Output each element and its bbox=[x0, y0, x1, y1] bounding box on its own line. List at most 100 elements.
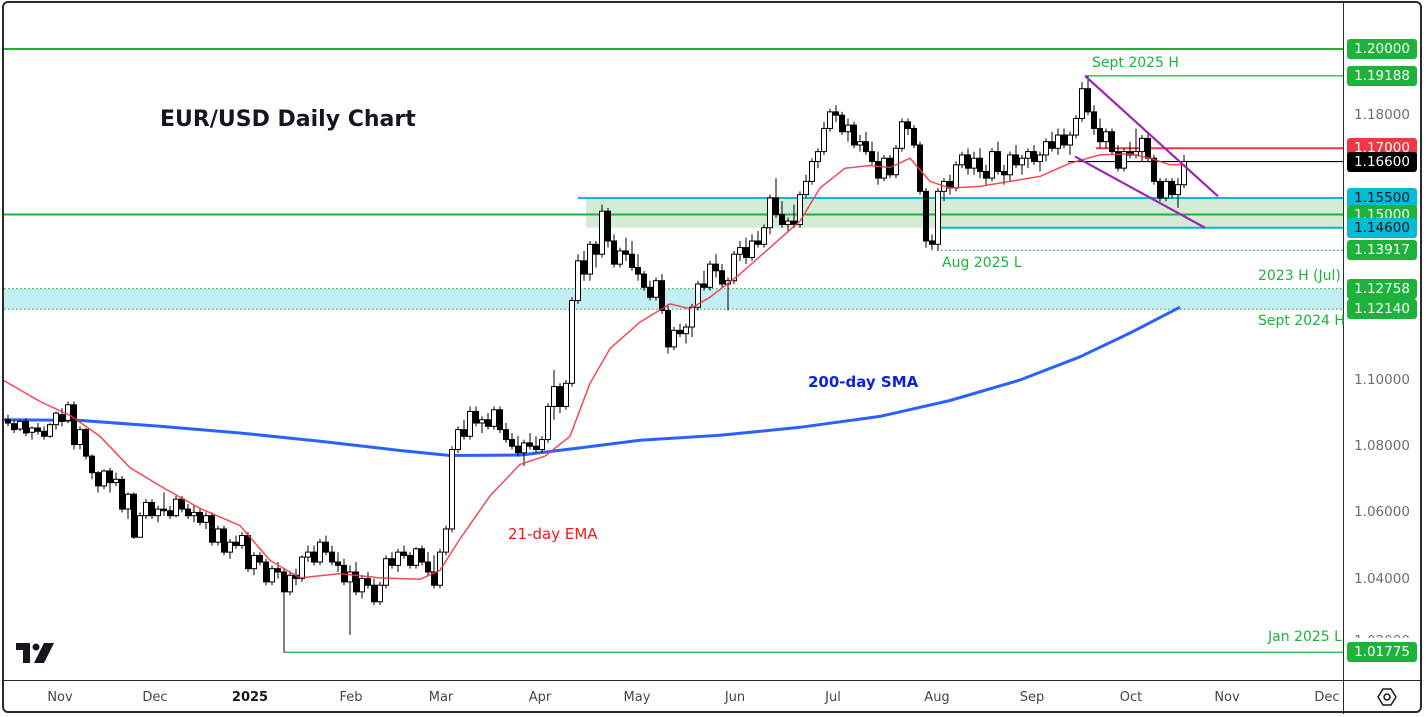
candle-body bbox=[611, 240, 617, 265]
candle-body bbox=[485, 419, 491, 427]
candle-body bbox=[749, 240, 755, 259]
candle-body bbox=[809, 161, 815, 182]
candle-body bbox=[431, 571, 437, 586]
channel-upper-line[interactable] bbox=[1084, 75, 1219, 198]
candle-body bbox=[65, 404, 71, 421]
channel-lower-line[interactable] bbox=[1074, 155, 1206, 229]
annotation-aug-2025-low: Aug 2025 L bbox=[942, 255, 1022, 271]
time-label-dec: Dec bbox=[1314, 690, 1340, 705]
time-axis-divider bbox=[4, 680, 1422, 681]
candle-body bbox=[47, 424, 53, 437]
candle-body bbox=[233, 541, 239, 547]
candle-body bbox=[473, 410, 479, 424]
candle-body bbox=[383, 558, 389, 586]
candle-body bbox=[347, 571, 353, 583]
candle-body bbox=[41, 430, 47, 437]
time-label-2025: 2025 bbox=[231, 690, 269, 705]
candle-body bbox=[281, 571, 287, 593]
candle-body bbox=[497, 409, 503, 431]
candle-body bbox=[143, 501, 149, 517]
candle-body bbox=[311, 551, 317, 563]
candle-body bbox=[1067, 134, 1073, 146]
candle-body bbox=[1169, 180, 1175, 196]
candle-body bbox=[167, 510, 173, 517]
candle-body bbox=[269, 568, 275, 583]
candle-body bbox=[59, 414, 65, 422]
candle-body bbox=[491, 409, 497, 427]
price-label-1-04000: 1.04000 bbox=[1354, 570, 1410, 587]
candle-body bbox=[761, 227, 767, 245]
candle-body bbox=[137, 515, 143, 538]
candle-body bbox=[785, 220, 791, 225]
candle-body bbox=[1007, 154, 1013, 176]
candle-body bbox=[623, 250, 629, 255]
candle-body bbox=[239, 535, 245, 547]
candle-body bbox=[443, 528, 449, 553]
candle-body bbox=[53, 412, 59, 426]
candle-body bbox=[173, 498, 179, 517]
candle-body bbox=[995, 151, 1001, 172]
candle-body bbox=[203, 515, 209, 523]
candle-body bbox=[617, 250, 623, 265]
candle-body bbox=[971, 157, 977, 169]
candle-body bbox=[1175, 184, 1181, 196]
price-label-1-01775: 1.01775 bbox=[1347, 642, 1417, 663]
candle-body bbox=[821, 127, 827, 153]
price-chart-canvas[interactable] bbox=[4, 3, 1343, 680]
candle-body bbox=[329, 551, 335, 563]
candle-body bbox=[245, 535, 251, 570]
candle-body bbox=[1061, 134, 1067, 146]
candle-body bbox=[653, 280, 659, 298]
candle-body bbox=[1139, 137, 1145, 153]
time-label-oct: Oct bbox=[1119, 690, 1143, 705]
time-label-may: May bbox=[623, 690, 651, 705]
candle-body bbox=[521, 442, 527, 454]
candle-body bbox=[737, 247, 743, 255]
candle-body bbox=[425, 561, 431, 573]
price-label-1-12140: 1.12140 bbox=[1347, 299, 1417, 320]
chart-title: EUR/USD Daily Chart bbox=[160, 107, 416, 132]
candle-body bbox=[599, 210, 605, 255]
candle-body bbox=[23, 420, 29, 434]
candle-body bbox=[545, 405, 551, 441]
ema-21-line[interactable] bbox=[4, 153, 1185, 581]
candle-body bbox=[791, 220, 797, 225]
candle-body bbox=[197, 511, 203, 523]
candle-body bbox=[659, 280, 665, 311]
candle-body bbox=[641, 273, 647, 288]
candle-body bbox=[851, 124, 857, 146]
annotation-200-day-sma: 200-day SMA bbox=[808, 373, 919, 391]
candle-body bbox=[365, 578, 371, 586]
candle-body bbox=[965, 154, 971, 169]
candle-body bbox=[395, 551, 401, 566]
candle-body bbox=[5, 419, 11, 424]
candle-body bbox=[1181, 161, 1187, 186]
candle-body bbox=[455, 429, 461, 451]
candle-body bbox=[1097, 127, 1103, 143]
candle-body bbox=[161, 508, 167, 512]
candle-body bbox=[449, 449, 455, 530]
candle-body bbox=[77, 429, 83, 446]
candle-body bbox=[101, 470, 107, 487]
candle-body bbox=[881, 157, 887, 179]
candle-body bbox=[713, 263, 719, 272]
gear-icon[interactable] bbox=[1376, 686, 1398, 708]
candle-body bbox=[1043, 141, 1049, 156]
sma-200-line[interactable] bbox=[4, 305, 1181, 457]
candle-body bbox=[1019, 157, 1025, 166]
candle-body bbox=[581, 260, 587, 275]
candle-body bbox=[515, 445, 521, 454]
price-label-1-13917: 1.13917 bbox=[1347, 240, 1417, 261]
candle-body bbox=[755, 240, 761, 245]
candle-body bbox=[209, 515, 215, 543]
time-label-nov: Nov bbox=[1214, 690, 1240, 705]
candle-body bbox=[125, 493, 131, 510]
candle-body bbox=[671, 329, 677, 348]
candle-body bbox=[1073, 118, 1079, 136]
candle-body bbox=[401, 551, 407, 556]
candle-body bbox=[71, 404, 77, 446]
candle-body bbox=[35, 427, 41, 432]
candle-body bbox=[227, 541, 233, 553]
annotation-21-day-ema: 21-day EMA bbox=[508, 525, 598, 543]
candle-body bbox=[1001, 170, 1007, 176]
